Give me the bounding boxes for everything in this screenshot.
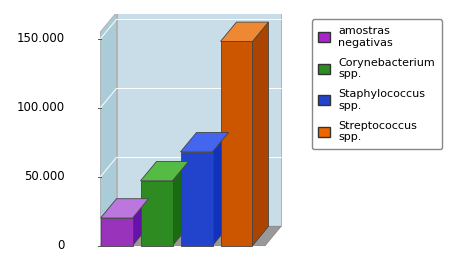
- Polygon shape: [133, 199, 149, 246]
- Polygon shape: [213, 132, 228, 246]
- Polygon shape: [220, 22, 269, 41]
- Polygon shape: [181, 132, 228, 152]
- Polygon shape: [172, 161, 188, 246]
- Polygon shape: [220, 41, 252, 246]
- Polygon shape: [101, 199, 149, 218]
- Polygon shape: [141, 161, 188, 181]
- Polygon shape: [101, 12, 117, 246]
- Polygon shape: [181, 152, 213, 246]
- Polygon shape: [101, 218, 133, 246]
- Polygon shape: [252, 22, 269, 246]
- Text: 100.000: 100.000: [16, 101, 64, 114]
- Text: 50.000: 50.000: [24, 170, 64, 183]
- Text: 150.000: 150.000: [16, 32, 64, 45]
- Polygon shape: [117, 12, 281, 226]
- Legend: amostras
negativas, Corynebacterium
spp., Staphylococcus
spp., Streptococcus
spp: amostras negativas, Corynebacterium spp.…: [312, 19, 442, 149]
- Text: 0: 0: [57, 239, 64, 252]
- Polygon shape: [101, 226, 281, 246]
- Polygon shape: [141, 181, 172, 246]
